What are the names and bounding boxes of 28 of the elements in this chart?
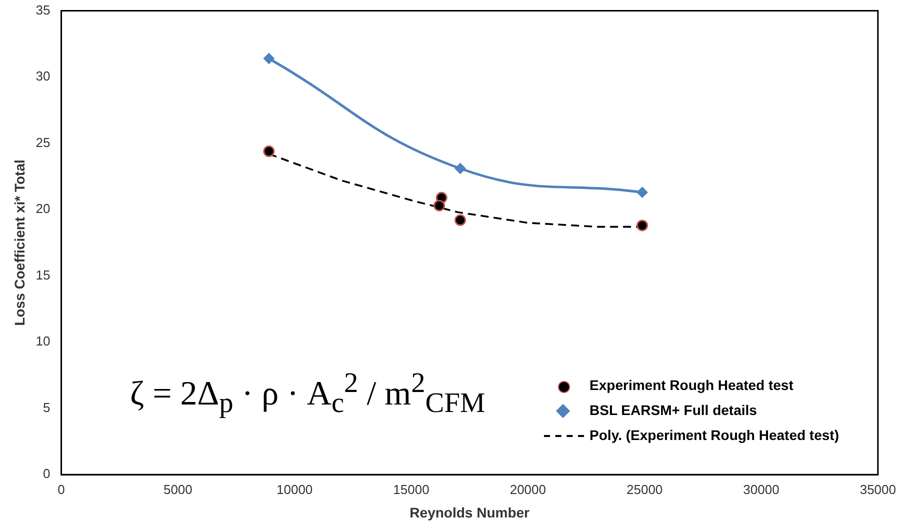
x-tick-label: 5000 (163, 482, 192, 497)
point (636, 220, 648, 232)
legend-label: Experiment Rough Heated test (590, 376, 794, 395)
x-tick-label: 30000 (743, 482, 780, 497)
y-tick-label: 25 (36, 134, 50, 150)
point (454, 162, 466, 174)
y-tick-label: 0 (43, 466, 50, 482)
point (454, 214, 466, 226)
y-tick-label: 20 (36, 201, 50, 216)
legend-label: Poly. (Experiment Rough Heated test) (590, 426, 839, 445)
y-tick-label: 30 (36, 68, 50, 84)
point (636, 186, 648, 198)
x-tick-label: 35000 (860, 482, 896, 497)
x-axis-title: Reynolds Number (410, 504, 530, 520)
point (263, 146, 275, 158)
y-tick-label: 15 (36, 267, 50, 282)
y-tick-label: 10 (36, 334, 50, 349)
x-tick-label: 25000 (626, 482, 663, 497)
legend-label: BSL EARSM+ Full details (590, 401, 757, 420)
x-tick-label: 10000 (276, 482, 313, 497)
x-tick-label: 15000 (393, 482, 430, 497)
point (263, 53, 274, 64)
point (434, 200, 446, 212)
x-tick-label: 20000 (510, 482, 546, 497)
y-tick-label: 5 (43, 400, 50, 415)
y-axis-title: Loss Coefficient xi* Total (11, 160, 28, 326)
x-tick-label: 0 (58, 482, 65, 497)
y-tick-label: 35 (36, 2, 50, 18)
